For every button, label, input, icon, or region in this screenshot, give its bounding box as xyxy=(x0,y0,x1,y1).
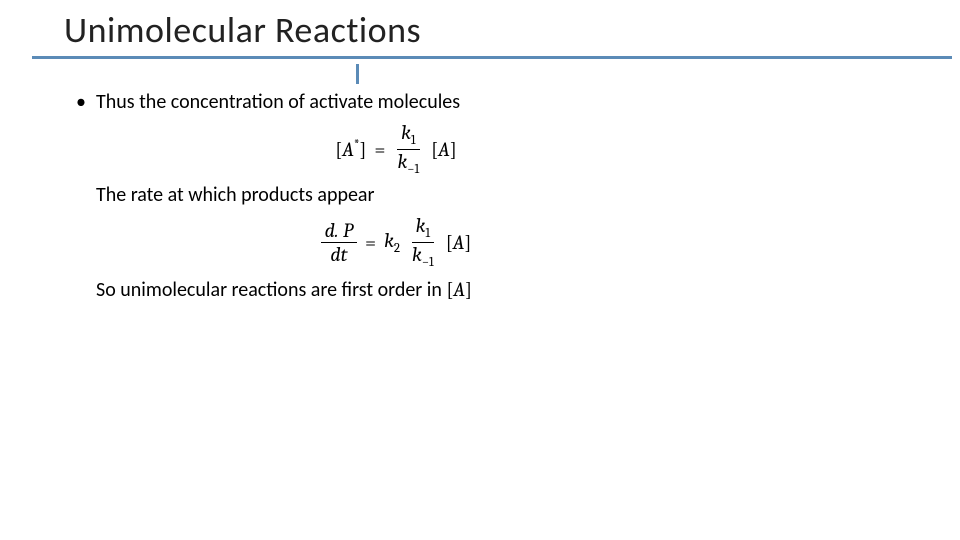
rbracket-3: ] xyxy=(464,231,471,254)
fraction-dpdt: d. P dt xyxy=(321,220,357,265)
rbracket-4: ] xyxy=(465,278,472,301)
p-var: P xyxy=(343,219,353,242)
line3-text: So unimolecular reactions are first orde… xyxy=(96,278,446,302)
sub-1: 1 xyxy=(411,133,416,148)
sub-neg1: −1 xyxy=(407,162,419,177)
equation-2: d. P dt = k2 k1 k−1 [A] xyxy=(36,215,756,269)
text-line-2: The rate at which products appear xyxy=(96,182,960,209)
k-den: k xyxy=(397,150,407,173)
k-den-2: k xyxy=(412,243,422,266)
k2-sub: 2 xyxy=(394,241,400,256)
rbracket-2: ] xyxy=(450,138,457,161)
var-a-star: A xyxy=(342,138,354,161)
slide: Unimolecular Reactions Thus the concentr… xyxy=(0,0,960,540)
equals-sign: = xyxy=(374,136,385,163)
content-area: Thus the concentration of activate molec… xyxy=(0,59,960,304)
k-num: k xyxy=(401,121,411,144)
sub-1-2: 1 xyxy=(425,226,430,241)
bullet-item: Thus the concentration of activate molec… xyxy=(84,89,960,304)
k-num-2: k xyxy=(416,214,426,237)
rbracket: ] xyxy=(359,138,366,161)
equals-sign-2: = xyxy=(365,229,376,256)
equation-1: [A*] = k1 k−1 [A] xyxy=(36,122,756,176)
fraction-k1-kneg1: k1 k−1 xyxy=(393,122,423,176)
accent-bar xyxy=(356,64,359,84)
text-line-1: Thus the concentration of activate molec… xyxy=(96,89,960,116)
d-den: d xyxy=(330,243,340,266)
var-a: A xyxy=(438,138,450,161)
sub-neg1-2: −1 xyxy=(422,255,434,270)
k2-k: k xyxy=(384,229,394,252)
text-line-3: So unimolecular reactions are first orde… xyxy=(96,276,960,304)
fraction-k1-kneg1-2: k1 k−1 xyxy=(408,215,438,269)
var-a-2: A xyxy=(453,231,465,254)
slide-title: Unimolecular Reactions xyxy=(0,8,960,52)
t-var: t xyxy=(341,243,348,266)
var-a-3: A xyxy=(453,278,465,301)
d-num: d. xyxy=(325,219,339,242)
lbracket-3: [ xyxy=(446,231,453,254)
